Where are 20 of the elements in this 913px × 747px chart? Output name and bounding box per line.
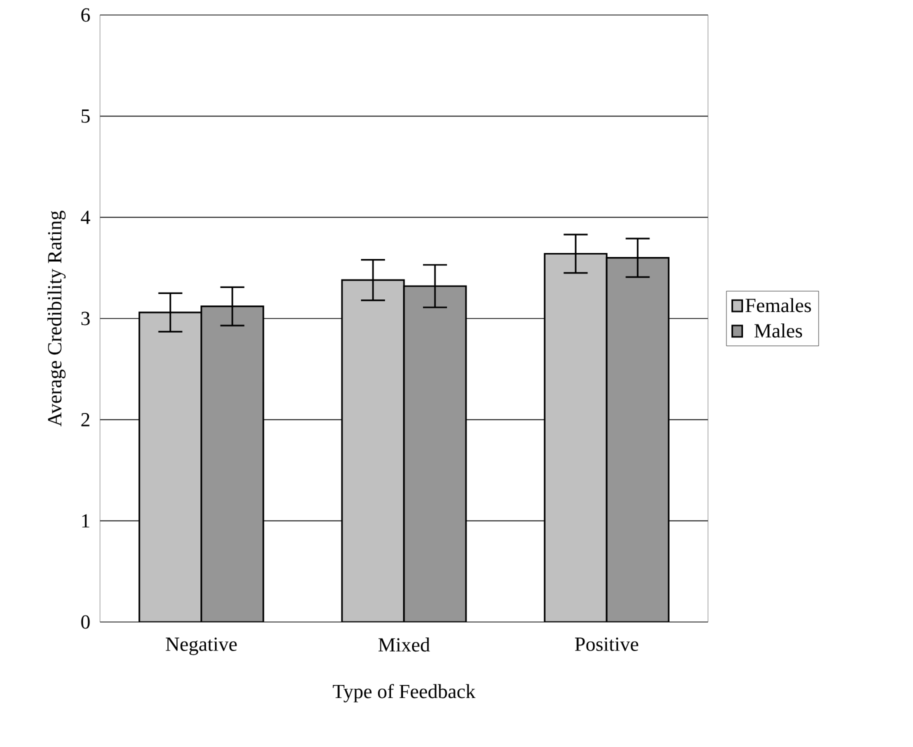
y-axis-title: Average Credibility Rating: [47, 210, 66, 426]
y-tick-label: 1: [82, 514, 90, 528]
x-axis-title: Type of Feedback: [332, 684, 476, 702]
bar: [341, 279, 405, 622]
legend-label: Males: [754, 323, 802, 338]
y-tick-label: 6: [81, 8, 90, 22]
y-tick-label: 4: [80, 210, 90, 224]
legend-label: Females: [746, 298, 811, 312]
bar: [200, 306, 264, 622]
x-tick-label: Mixed: [378, 638, 430, 652]
y-tick-label: 2: [81, 413, 90, 426]
x-tick-label: Negative: [166, 638, 237, 656]
bar: [544, 252, 608, 622]
bar: [606, 257, 670, 622]
y-tick-label: 5: [82, 110, 90, 123]
y-tick-label: 0: [81, 615, 90, 629]
x-tick-label: Positive: [575, 638, 638, 651]
bar: [138, 312, 202, 622]
y-tick-label: 3: [81, 312, 90, 326]
bar: [403, 285, 467, 622]
